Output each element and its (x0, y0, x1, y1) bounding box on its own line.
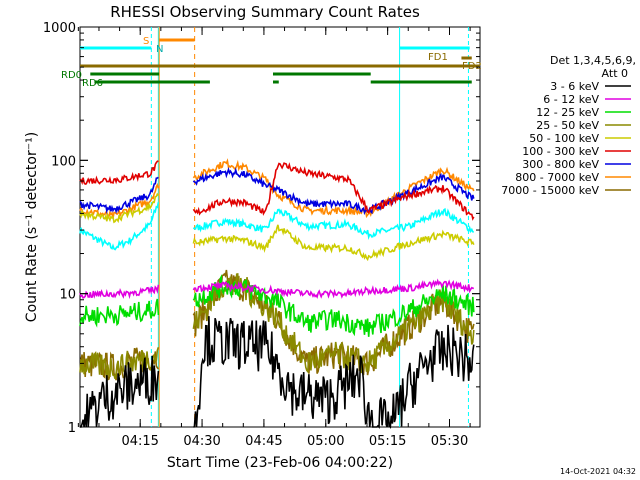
x-tick-label: 04:45 (245, 434, 282, 449)
rd0-label: RD0 (61, 70, 82, 81)
n-label: N (156, 44, 163, 55)
x-tick-label: 04:15 (121, 434, 158, 449)
series-line-300-800-kev (79, 167, 475, 216)
x-tick-label: 04:30 (183, 434, 220, 449)
chart-title: RHESSI Observing Summary Count Rates (110, 3, 420, 21)
rd6-label: RD6 (82, 78, 103, 89)
x-tick-label: 05:15 (369, 434, 406, 449)
series-line-100-300-kev (79, 160, 475, 221)
series-layer (79, 158, 475, 429)
series-line-6-12-kev (79, 278, 475, 300)
x-axis-label: Start Time (23-Feb-06 04:00:22) (167, 455, 393, 471)
footer-timestamp: 14-Oct-2021 04:32 (560, 467, 636, 476)
y-tick-label: 1 (68, 421, 76, 436)
legend-label: 100 - 300 keV (522, 145, 599, 158)
legend-label: 300 - 800 keV (522, 158, 599, 171)
legend-label: 7000 - 15000 keV (501, 184, 599, 197)
s-label: S (143, 36, 149, 47)
fd2-label: FD2 (462, 61, 482, 72)
series-line-50-100-kev (79, 192, 475, 262)
legend-label: 25 - 50 keV (536, 119, 599, 132)
legend-label: 800 - 7000 keV (515, 171, 599, 184)
legend-header-line-1: Det 1,3,4,5,6,9, (550, 54, 636, 67)
series-line-3-6-kev (80, 316, 475, 429)
legend-label: 50 - 100 keV (529, 132, 599, 145)
axis-layer: 1 10 100 1000 04:15 04:30 04:45 05:00 05:15 05:30 (43, 21, 480, 449)
y-tick-label: 100 (51, 154, 76, 169)
legend-header-line-2: Att 0 (602, 67, 628, 80)
plot-frame (79, 26, 481, 428)
legend-label: 12 - 25 keV (536, 106, 599, 119)
legend-label: 3 - 6 keV (550, 80, 599, 93)
y-tick-label: 10 (59, 288, 76, 303)
series-cyan-line (79, 202, 474, 251)
x-tick-label: 05:30 (431, 434, 468, 449)
y-tick-label: 1000 (43, 21, 76, 36)
y-axis-label: Count Rate (s⁻¹ detector⁻¹) (24, 132, 40, 322)
fd1-label: FD1 (428, 52, 448, 63)
legend-label: 6 - 12 keV (543, 93, 599, 106)
x-tick-label: 05:00 (307, 434, 344, 449)
